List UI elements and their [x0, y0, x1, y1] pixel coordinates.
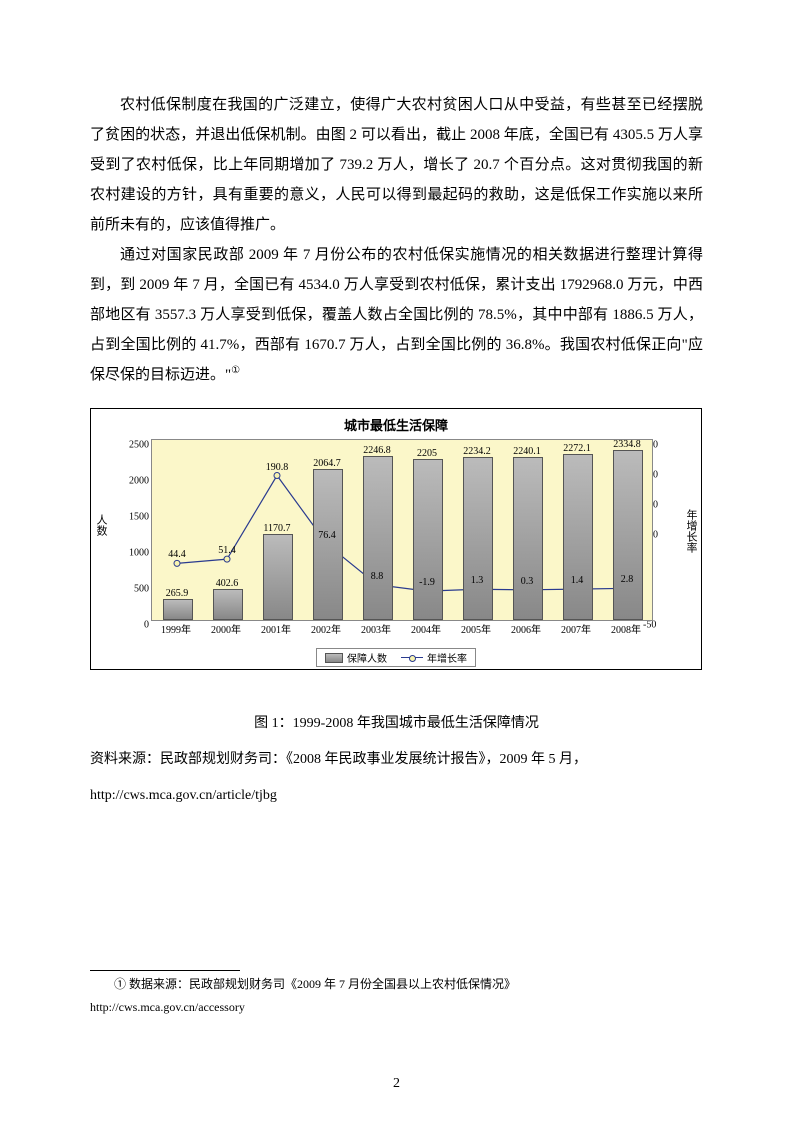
xtick-label: 2006年 — [511, 621, 541, 636]
ytick-left: 0 — [109, 620, 149, 631]
line-value-label: 44.4 — [168, 549, 186, 560]
legend-swatch-bar — [325, 653, 343, 663]
chart-container: 城市最低生活保障 人数 年增长率 05001000150020002500 -5… — [90, 408, 702, 670]
bar — [313, 469, 343, 620]
xtick-label: 2004年 — [411, 621, 441, 636]
xtick-label: 1999年 — [161, 621, 191, 636]
legend-item-bars: 保障人数 — [325, 650, 387, 665]
bar-value-label: 2064.7 — [313, 458, 341, 469]
line-value-label: 2.8 — [621, 574, 634, 585]
footnote-text: ① 数据来源：民政部规划财务司《2009 年 7 月份全国县以上农村低保情况》 — [90, 971, 703, 994]
bar-value-label: 2205 — [417, 448, 437, 459]
right-axis-label: 年增长率 — [683, 509, 699, 553]
figure-source-1: 资料来源：民政部规划财务司：《2008 年民政事业发展统计报告》，2009 年 … — [90, 746, 703, 774]
bar — [463, 457, 493, 620]
legend-label-bars: 保障人数 — [347, 650, 387, 665]
chart-legend: 保障人数 年增长率 — [316, 648, 476, 667]
line-value-label: 1.3 — [471, 575, 484, 586]
bar — [613, 450, 643, 620]
legend-label-line: 年增长率 — [427, 650, 467, 665]
bar — [363, 456, 393, 620]
figure-caption: 图 1：1999-2008 年我国城市最低生活保障情况 — [90, 710, 703, 738]
line-value-label: 8.8 — [371, 571, 384, 582]
bar-value-label: 1170.7 — [263, 523, 290, 534]
bar-value-label: 2240.1 — [513, 446, 541, 457]
xtick-label: 2007年 — [561, 621, 591, 636]
line-value-label: 190.8 — [266, 462, 289, 473]
bar — [213, 589, 243, 620]
page-number: 2 — [0, 1076, 793, 1092]
paragraph-1: 农村低保制度在我国的广泛建立，使得广大农村贫困人口从中受益，有些甚至已经摆脱了贫… — [90, 90, 703, 240]
line-value-label: 76.4 — [318, 530, 336, 541]
y-axis-left: 05001000150020002500 — [109, 439, 149, 619]
plot-area: 265.9 402.6 1170.7 2064.7 2246.8 2205 2234.2 22… — [151, 439, 653, 621]
xtick-label: 2005年 — [461, 621, 491, 636]
bar-value-label: 265.9 — [166, 588, 189, 599]
line-value-label: -1.9 — [419, 577, 435, 588]
ytick-left: 500 — [109, 584, 149, 595]
chart-title: 城市最低生活保障 — [91, 409, 701, 434]
bar — [263, 534, 293, 620]
paragraph-2-text: 通过对国家民政部 2009 年 7 月份公布的农村低保实施情况的相关数据进行整理… — [90, 247, 703, 383]
bar-value-label: 402.6 — [216, 578, 239, 589]
figure-source-url: http://cws.mca.gov.cn/article/tjbg — [90, 782, 703, 810]
legend-item-line: 年增长率 — [401, 650, 467, 665]
xtick-label: 2008年 — [611, 621, 641, 636]
bar-value-label: 2234.2 — [463, 446, 491, 457]
bar-value-label: 2246.8 — [363, 445, 391, 456]
xtick-label: 2002年 — [311, 621, 341, 636]
ytick-left: 1000 — [109, 548, 149, 559]
ytick-left: 2500 — [109, 440, 149, 451]
bar — [513, 457, 543, 620]
ytick-left: 2000 — [109, 476, 149, 487]
line-value-label: 0.3 — [521, 576, 534, 587]
footnote-url: http://cws.mca.gov.cn/accessory — [90, 994, 703, 1017]
bar-value-label: 2334.8 — [613, 439, 641, 450]
paragraph-2: 通过对国家民政部 2009 年 7 月份公布的农村低保实施情况的相关数据进行整理… — [90, 240, 703, 390]
ytick-left: 1500 — [109, 512, 149, 523]
bar — [563, 454, 593, 620]
line-value-label: 1.4 — [571, 575, 584, 586]
legend-swatch-line — [401, 657, 423, 658]
xtick-label: 2001年 — [261, 621, 291, 636]
x-axis: 1999年 2000年 2001年 2002年 2003年 2004年 2005年 2006年… — [151, 621, 651, 637]
xtick-label: 2000年 — [211, 621, 241, 636]
footnote-marker: ① — [231, 365, 240, 376]
bar — [413, 459, 443, 620]
bar-value-label: 2272.1 — [563, 443, 591, 454]
line-value-label: 51.4 — [218, 545, 236, 556]
bar — [163, 599, 193, 620]
left-axis-label: 人数 — [93, 514, 109, 536]
xtick-label: 2003年 — [361, 621, 391, 636]
